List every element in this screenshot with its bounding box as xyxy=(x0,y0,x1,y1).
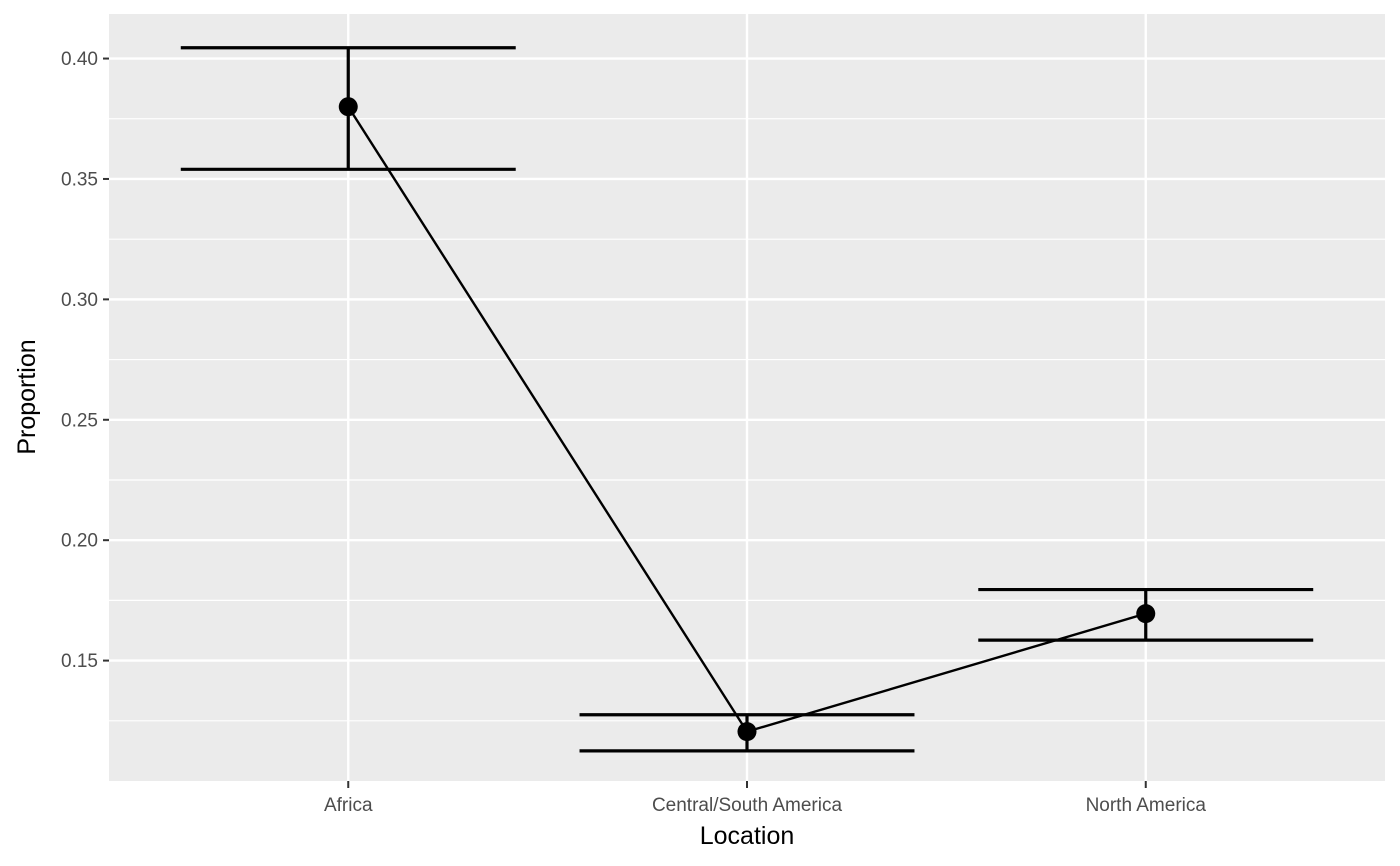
x-tick-label: Africa xyxy=(324,795,373,816)
y-tick-label: 0.40 xyxy=(61,49,98,70)
x-tick-labels: Africa Central/South America North America xyxy=(324,795,1206,816)
y-axis-title: Proportion xyxy=(13,339,41,454)
x-tick-label: North America xyxy=(1086,795,1207,816)
x-axis-title: Location xyxy=(700,822,795,850)
marks xyxy=(180,46,1314,753)
data-point xyxy=(737,722,757,742)
grid-major xyxy=(109,14,1385,781)
data-point xyxy=(338,97,358,117)
y-tick-label: 0.20 xyxy=(61,531,98,552)
axis-ticks xyxy=(103,57,1147,788)
data-point xyxy=(1136,604,1156,624)
x-tick-label: Central/South America xyxy=(652,795,843,816)
y-tick-label: 0.25 xyxy=(61,410,98,431)
y-tick-label: 0.15 xyxy=(61,651,98,672)
y-tick-label: 0.30 xyxy=(61,290,98,311)
y-tick-labels: 0.15 0.20 0.25 0.30 0.35 0.40 xyxy=(61,49,98,672)
y-tick-label: 0.35 xyxy=(61,169,98,190)
